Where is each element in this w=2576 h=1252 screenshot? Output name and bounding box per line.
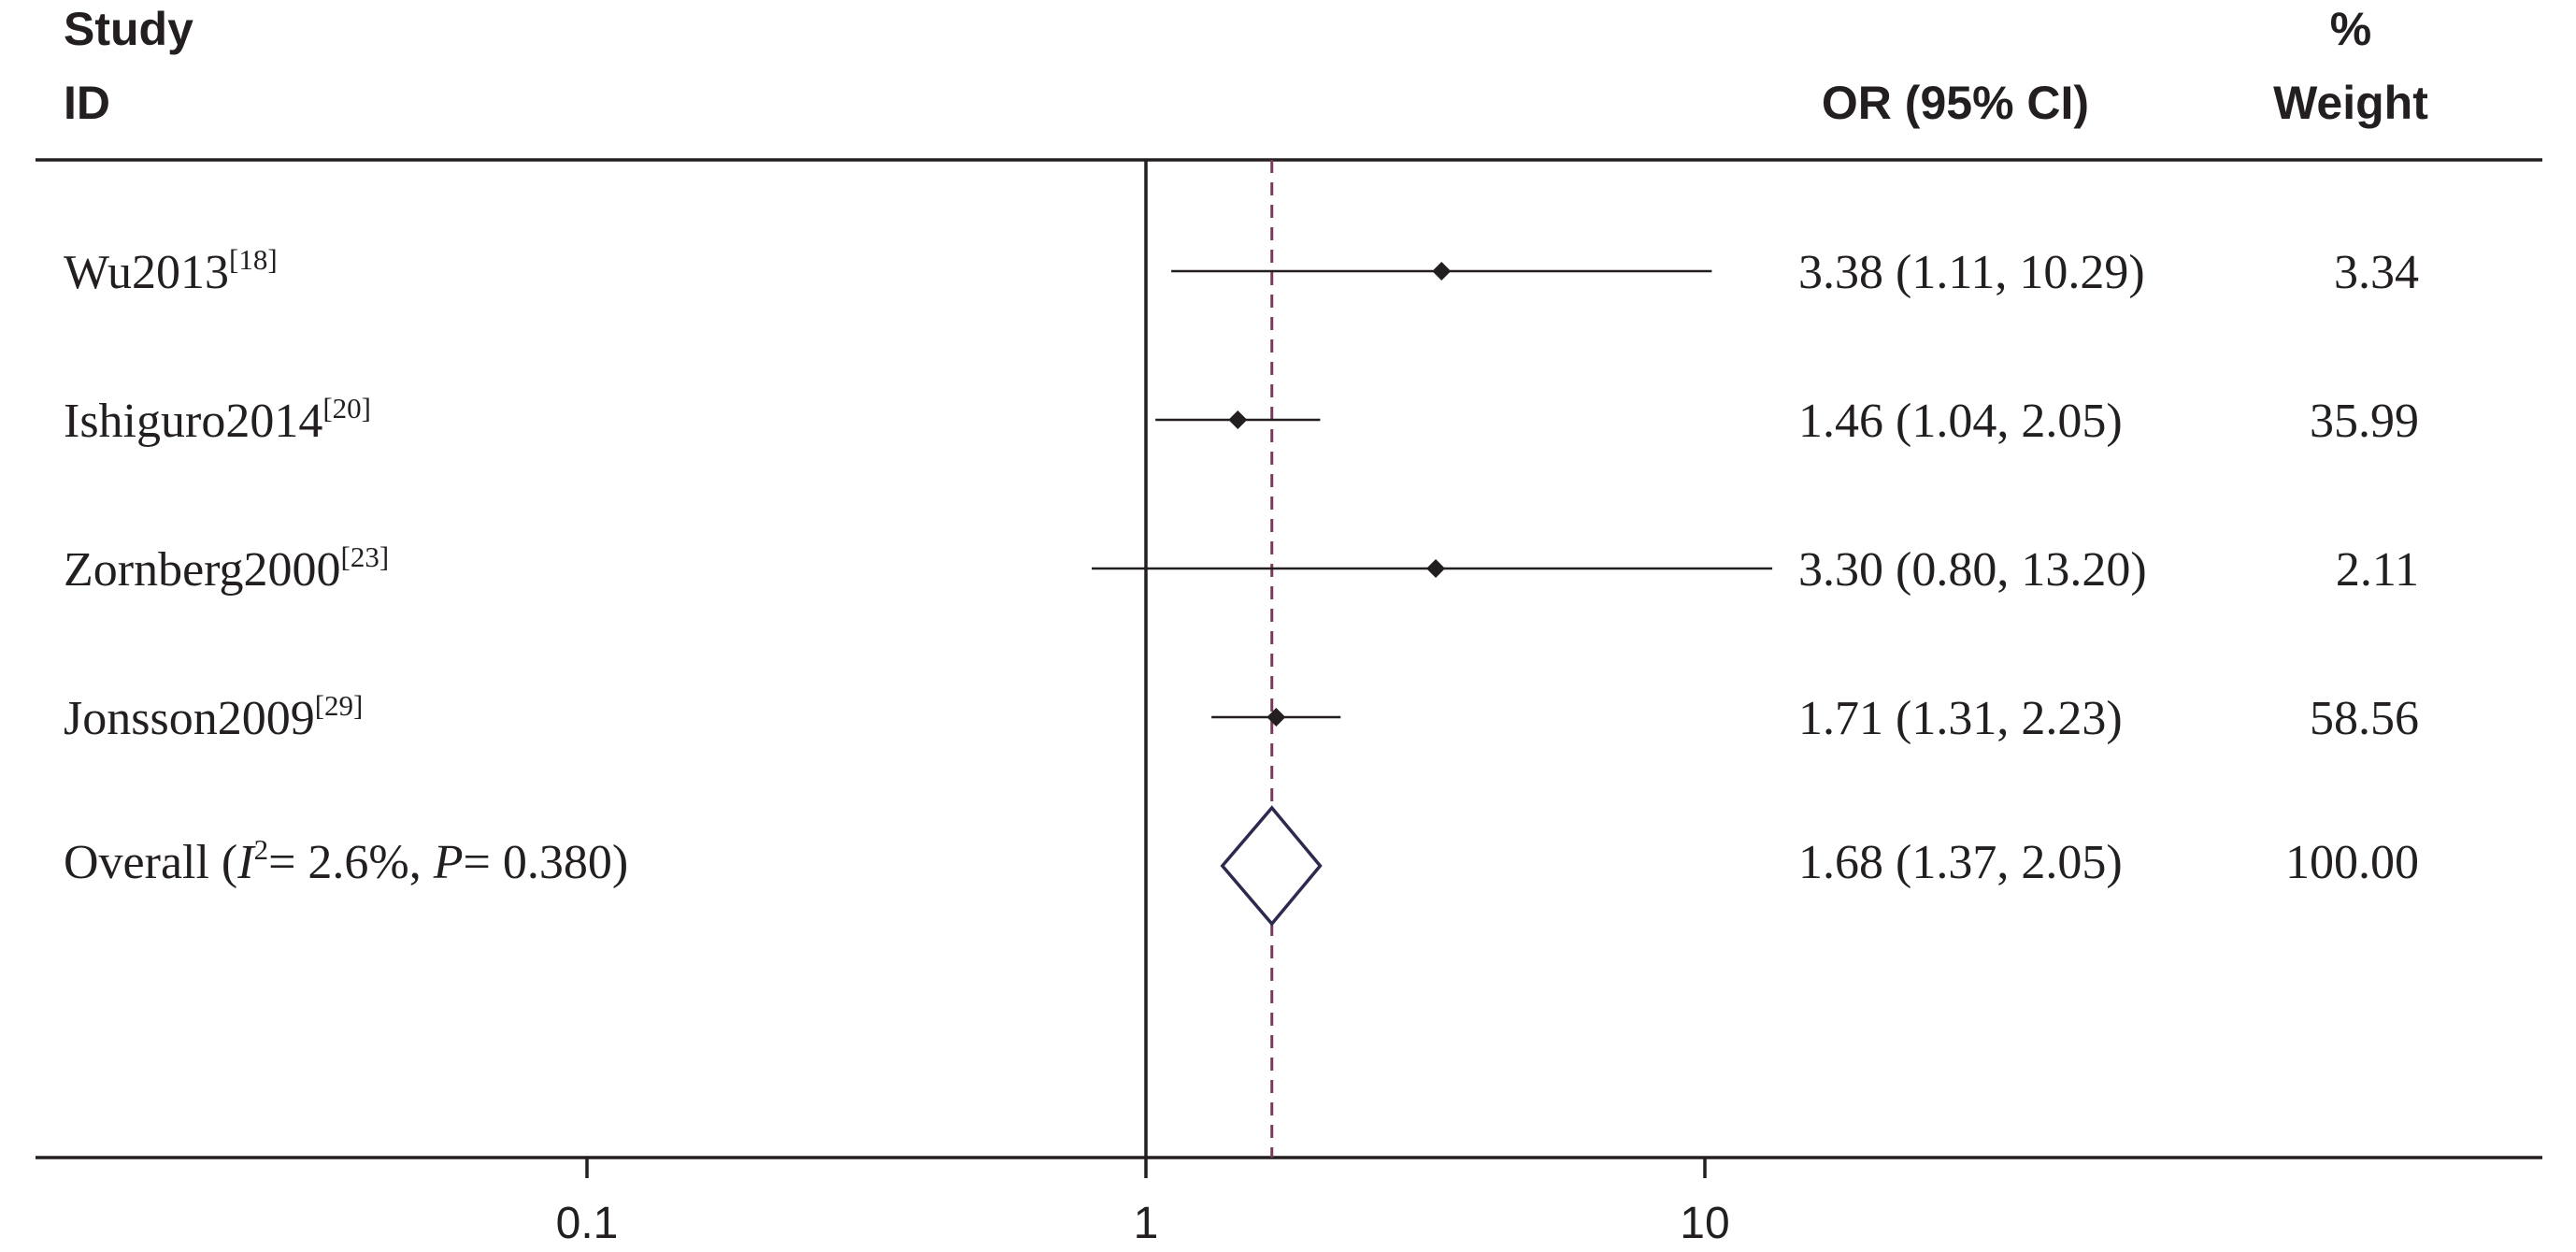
header-weight: Weight	[2273, 77, 2428, 129]
study-reference: [20]	[322, 392, 371, 425]
study-name: Ishiguro2014	[64, 395, 322, 448]
study-name: Zornberg2000	[64, 543, 341, 597]
study-or-ci: 1.71 (1.31, 2.23)	[1798, 692, 2123, 745]
study-or-ci: 3.30 (0.80, 13.20)	[1798, 543, 2147, 597]
study-weight: 2.11	[2336, 543, 2419, 597]
study-name: Jonsson2009	[64, 692, 315, 745]
i-squared-value: = 2.6%,	[268, 836, 434, 889]
x-ticks: 0.1 1 10	[556, 1158, 1730, 1248]
study-row: Zornberg2000[23] 3.30 (0.80, 13.20) 2.11	[64, 540, 2419, 597]
header-percent: %	[2330, 3, 2371, 55]
study-label: Ishiguro2014[20]	[64, 392, 371, 448]
study-rows: Wu2013[18] 3.38 (1.11, 10.29) 3.34 Ishiguro…	[64, 243, 2419, 745]
p-value: = 0.380)	[464, 836, 629, 889]
overall-weight: 100.00	[2285, 836, 2419, 889]
point-estimate-marker	[1228, 410, 1248, 429]
study-weight: 58.56	[2310, 692, 2419, 745]
overall-label: Overall (I2= 2.6%, P= 0.380)	[64, 833, 628, 889]
study-row: Jonsson2009[29] 1.71 (1.31, 2.23) 58.56	[64, 689, 2419, 745]
x-tick-label: 1	[1134, 1199, 1159, 1248]
study-reference: [18]	[229, 243, 278, 276]
overall-diamond	[1220, 805, 1323, 927]
study-row: Wu2013[18] 3.38 (1.11, 10.29) 3.34	[64, 243, 2419, 299]
study-or-ci: 1.46 (1.04, 2.05)	[1798, 395, 2123, 448]
study-row: Ishiguro2014[20] 1.46 (1.04, 2.05) 35.99	[64, 392, 2419, 448]
study-name: Wu2013	[64, 246, 229, 299]
i-squared-symbol: I	[236, 836, 256, 889]
study-or-ci: 3.38 (1.11, 10.29)	[1798, 246, 2145, 299]
study-weight: 35.99	[2310, 395, 2419, 448]
overall-label-prefix: Overall (	[64, 836, 237, 889]
p-symbol: P	[433, 836, 464, 889]
i-squared-superscript: 2	[254, 833, 269, 866]
header-id: ID	[64, 77, 110, 129]
point-estimate-marker	[1426, 559, 1446, 578]
point-estimate-marker	[1267, 708, 1286, 727]
study-label: Wu2013[18]	[64, 243, 278, 299]
overall-row: Overall (I2= 2.6%, P= 0.380) 1.68 (1.37,…	[64, 805, 2419, 927]
header-study: Study	[64, 3, 193, 55]
overall-or-ci: 1.68 (1.37, 2.05)	[1798, 836, 2123, 889]
study-label: Jonsson2009[29]	[64, 689, 363, 745]
header-or-ci: OR (95% CI)	[1822, 77, 2089, 129]
x-tick-label: 0.1	[556, 1199, 619, 1248]
study-reference: [23]	[341, 540, 390, 573]
study-label: Zornberg2000[23]	[64, 540, 389, 597]
x-tick-label: 10	[1680, 1199, 1729, 1248]
study-weight: 3.34	[2334, 246, 2419, 299]
study-reference: [29]	[315, 689, 364, 722]
point-estimate-marker	[1432, 262, 1452, 281]
